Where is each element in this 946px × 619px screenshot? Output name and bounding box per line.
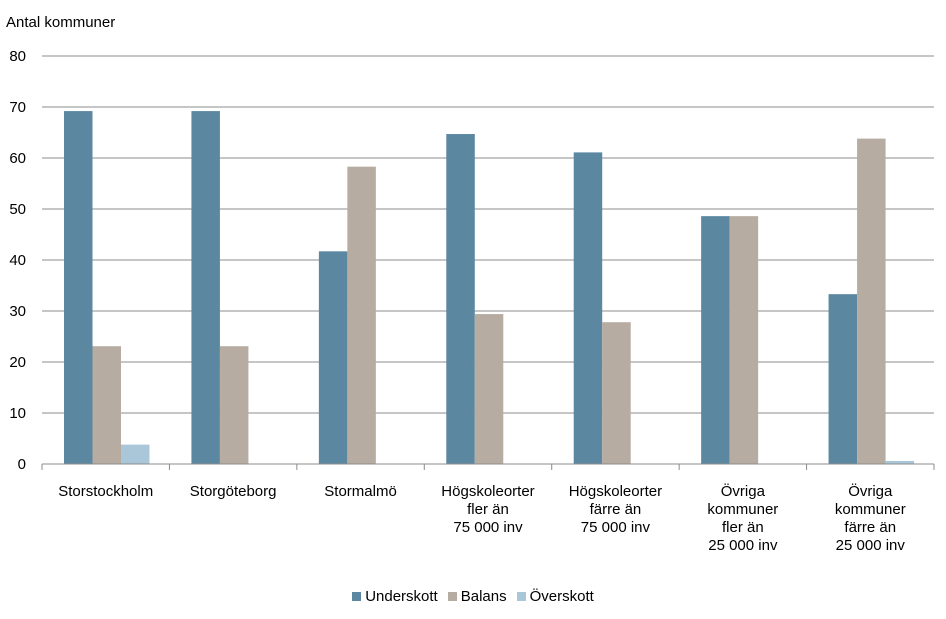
y-tick-label: 10 (9, 405, 26, 422)
x-tick-label: Högskoleorter fler än 75 000 inv (441, 483, 534, 536)
legend-swatch (516, 592, 526, 601)
x-tick-label: Högskoleorter färre än 75 000 inv (569, 483, 662, 536)
bar-underskott-0 (64, 111, 93, 464)
bar-överskott-0 (121, 444, 150, 464)
x-tick-label: Övriga kommuner fler än 25 000 inv (707, 482, 778, 554)
bar-underskott-6 (828, 294, 858, 464)
legend-label: Underskott (365, 588, 438, 605)
legend-item-överskott: Överskott (516, 588, 594, 605)
bar-underskott-4 (573, 152, 603, 464)
x-tick-label: Storstockholm (58, 483, 153, 500)
y-tick-label: 40 (9, 252, 26, 269)
bar-underskott-2 (318, 251, 348, 464)
y-tick-label: 80 (9, 48, 26, 65)
bar-balans-2 (347, 166, 376, 465)
y-tick-label: 70 (9, 99, 26, 116)
y-tick-label: 50 (9, 201, 26, 218)
bar-balans-4 (602, 322, 631, 464)
bar-balans-0 (92, 346, 121, 464)
x-tick-label: Stormalmö (324, 483, 397, 500)
bar-överskott-6 (885, 460, 915, 464)
bar-balans-6 (857, 138, 886, 464)
y-tick-label: 60 (9, 150, 26, 167)
y-axis-label: Antal kommuner (6, 14, 116, 31)
x-tick-label: Storgöteborg (190, 483, 277, 500)
bar-balans-5 (729, 216, 759, 464)
legend-item-balans: Balans (447, 588, 507, 605)
bar-underskott-3 (446, 134, 475, 464)
legend: Underskott Balans Överskott (0, 588, 946, 605)
bar-underskott-1 (191, 111, 220, 464)
y-tick-label: 0 (18, 456, 26, 473)
bar-balans-1 (219, 346, 249, 464)
legend-label: Överskott (529, 588, 594, 605)
bar-underskott-5 (701, 216, 730, 464)
y-tick-label: 30 (9, 303, 26, 320)
legend-swatch (447, 592, 457, 601)
legend-swatch (352, 592, 362, 601)
y-tick-label: 20 (9, 354, 26, 371)
bar-balans-3 (474, 314, 504, 464)
x-tick-label: Övriga kommuner färre än 25 000 inv (835, 482, 906, 554)
legend-label: Balans (460, 588, 507, 605)
legend-item-underskott: Underskott (352, 588, 438, 605)
